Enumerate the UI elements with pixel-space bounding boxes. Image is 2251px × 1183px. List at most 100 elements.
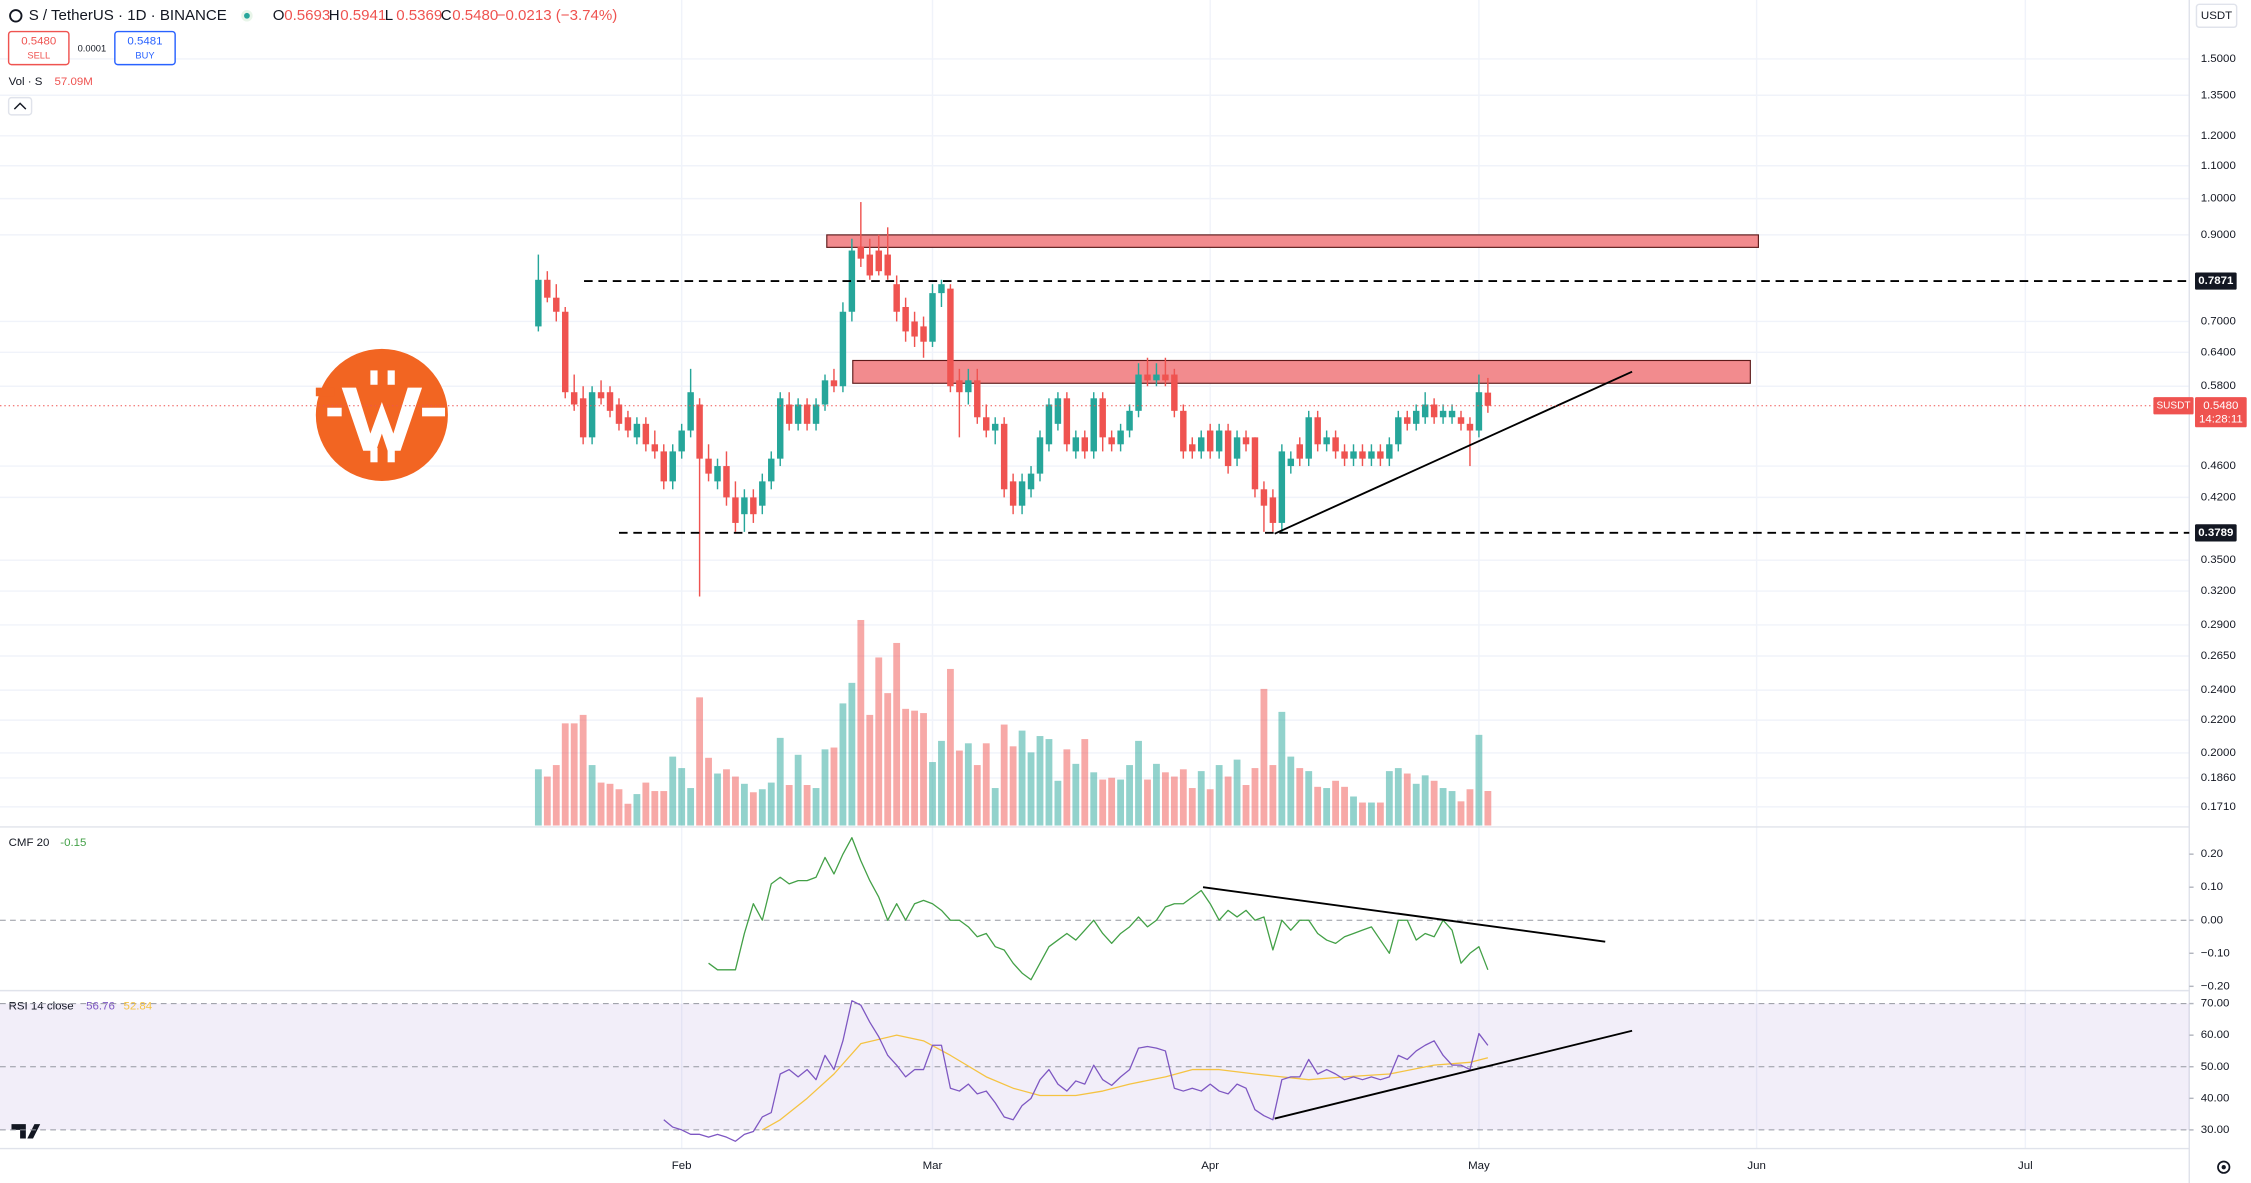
candle-body [1269, 497, 1277, 523]
volume-bar [1260, 688, 1268, 826]
candle-body [1135, 374, 1142, 411]
volume-bar [1484, 791, 1492, 826]
candle-body [624, 417, 632, 431]
candle-body [1287, 458, 1295, 467]
price-level-label: 0.3789 [2198, 527, 2233, 539]
candle-body [750, 497, 757, 515]
volume-bar [1197, 771, 1205, 826]
cmf-tick-label: −0.10 [2201, 947, 2230, 959]
brand-logo [315, 348, 448, 481]
candle-body [714, 466, 721, 482]
candle-body [1027, 473, 1035, 490]
candle-body [1117, 430, 1124, 445]
volume-bar [857, 619, 865, 826]
candle-body [741, 497, 748, 515]
x-tick-label: Apr [1201, 1160, 1219, 1172]
ohlc-value: 0.5480 [452, 7, 498, 24]
volume-bar [1009, 746, 1017, 826]
x-tick-label: Jul [2018, 1160, 2033, 1172]
candle-body [553, 297, 560, 312]
rsi-tick-label: 70.00 [2201, 998, 2230, 1010]
sell-button[interactable] [7, 30, 70, 66]
candle-body [965, 380, 972, 393]
volume-bar [1153, 763, 1160, 826]
candle-body [1430, 404, 1438, 418]
volume-bar [740, 783, 748, 826]
volume-bar [1072, 763, 1080, 826]
volume-bar [866, 714, 874, 826]
volume-bar [1296, 768, 1304, 826]
buy-button[interactable] [114, 30, 176, 66]
candle-body [830, 380, 838, 387]
volume-bar [561, 723, 569, 826]
volume-bar [597, 782, 605, 826]
volume-bar [1054, 780, 1062, 826]
rsi-ma-line [761, 1034, 1489, 1131]
volume-bar [803, 785, 811, 826]
cmf-tick-label: 0.10 [2201, 881, 2223, 893]
volume-bar [1269, 765, 1277, 826]
x-tick-label: Mar [923, 1160, 943, 1172]
candle-body [1395, 417, 1402, 445]
candle-body [1045, 404, 1053, 445]
candle-body [938, 284, 945, 294]
volume-bar [588, 765, 596, 826]
candle-body [1457, 417, 1465, 424]
currency-button[interactable] [2195, 3, 2238, 28]
candle-body [1278, 451, 1286, 523]
volume-bar [1224, 776, 1232, 826]
candle-body [1466, 423, 1474, 431]
candle-body [1341, 451, 1348, 459]
volume-bar [1161, 772, 1169, 826]
rsi-tick-label: 40.00 [2201, 1092, 2230, 1104]
volume-bar [1385, 771, 1393, 826]
volume-bar [1000, 724, 1008, 826]
volume-bar [1448, 791, 1456, 826]
candle-body [570, 392, 578, 405]
volume-bar [749, 792, 757, 826]
candle-body [1126, 410, 1133, 431]
collapse-button[interactable] [7, 96, 33, 116]
candle-body [839, 311, 847, 387]
y-tick-label: 0.7000 [2201, 315, 2236, 327]
candle-body [857, 246, 865, 259]
ohlc-key: C [441, 7, 452, 24]
y-tick-label: 0.2650 [2201, 650, 2236, 662]
candle-body [1081, 437, 1089, 452]
candle-body [1350, 451, 1357, 459]
candle-body [1162, 374, 1169, 381]
price-level-tag [2195, 524, 2237, 542]
candle-body [562, 311, 569, 393]
candle-body [947, 288, 954, 387]
volume-bar [1350, 796, 1357, 826]
volume-bar [660, 791, 668, 826]
rsi-legend-value: 56.76 [86, 1000, 115, 1012]
candle-body [1332, 437, 1339, 452]
candle-body [1215, 430, 1223, 452]
logo-bar [315, 387, 335, 397]
volume-bar [1412, 783, 1420, 826]
symbol-tag-label: SUSDT [2156, 400, 2190, 411]
buy-price: 0.5481 [127, 36, 162, 48]
volume-bar [785, 785, 793, 826]
last-price-label: 0.5480 [2203, 400, 2238, 412]
candle-body [1404, 417, 1411, 424]
ohlc-key: O [273, 7, 285, 24]
volume-bar [830, 747, 838, 826]
candle-body [669, 451, 676, 482]
candle-body [893, 284, 900, 312]
last-price-tag [2195, 397, 2247, 428]
candle-body [1206, 430, 1214, 452]
price-zone [852, 359, 1751, 384]
volume-bar [1323, 788, 1331, 826]
volume-bar [543, 776, 551, 826]
volume-bar [1421, 775, 1429, 826]
candle-body [884, 254, 891, 276]
y-tick-label: 0.6400 [2201, 346, 2236, 358]
candle-body [974, 380, 981, 418]
settings-icon[interactable] [2217, 1160, 2231, 1174]
symbol-tag [2153, 397, 2194, 415]
volume-bar [579, 714, 587, 826]
volume-bar [606, 783, 614, 826]
logo-bar [387, 370, 395, 385]
